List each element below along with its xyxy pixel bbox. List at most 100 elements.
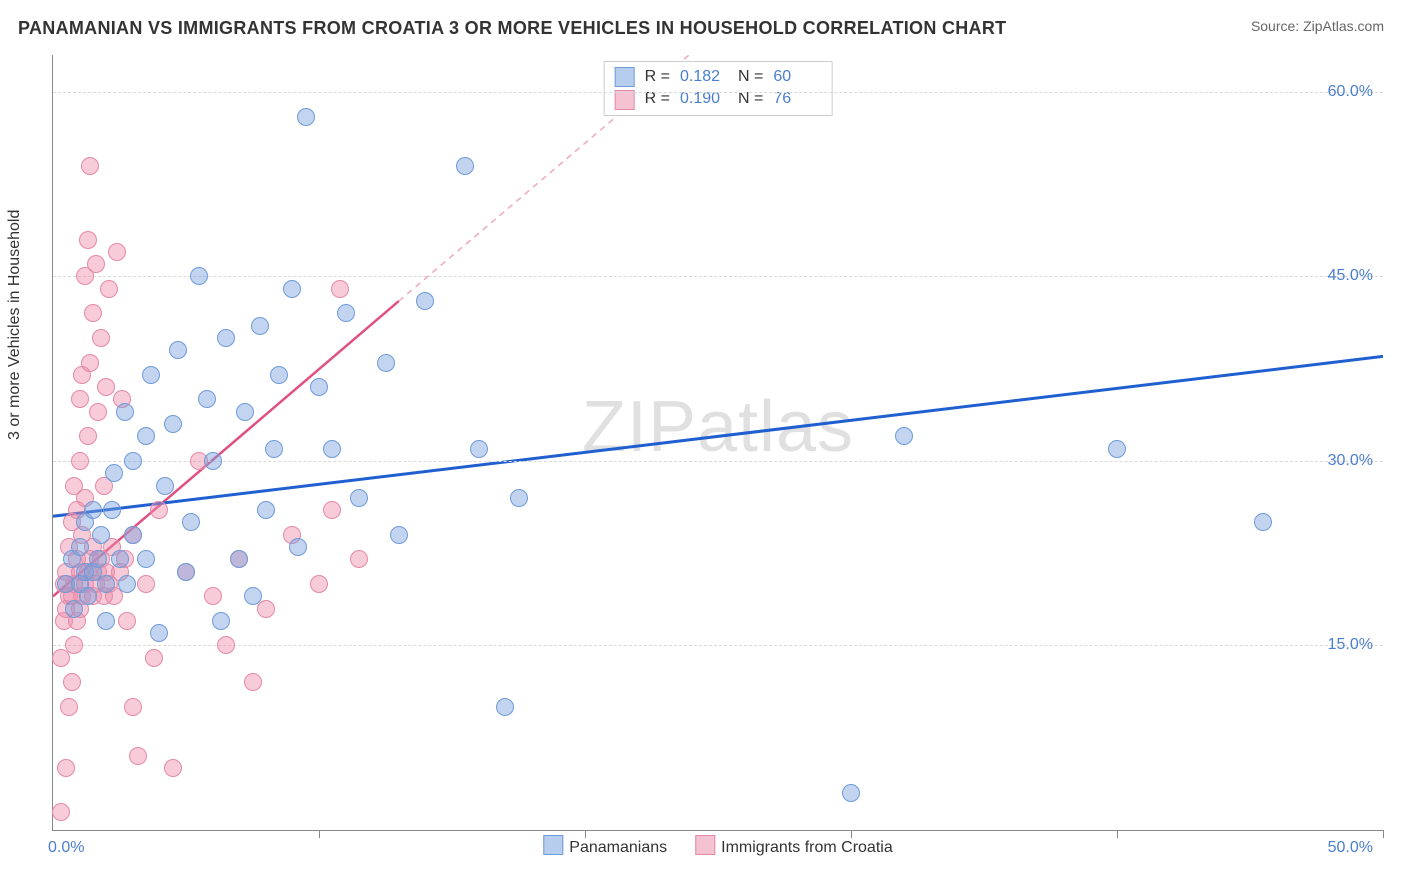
data-point	[337, 304, 355, 322]
data-point	[289, 538, 307, 556]
data-point	[79, 427, 97, 445]
data-point	[137, 427, 155, 445]
data-point	[150, 501, 168, 519]
data-point	[244, 587, 262, 605]
data-point	[92, 526, 110, 544]
source-label: Source: ZipAtlas.com	[1251, 18, 1384, 34]
y-tick-label: 45.0%	[1328, 267, 1373, 285]
data-point	[97, 612, 115, 630]
data-point	[496, 698, 514, 716]
gridline	[53, 92, 1383, 93]
data-point	[65, 636, 83, 654]
regression-lines	[53, 55, 1383, 830]
y-tick-label: 30.0%	[1328, 452, 1373, 470]
r-label: R =	[645, 66, 670, 88]
data-point	[217, 636, 235, 654]
data-point	[456, 157, 474, 175]
data-point	[204, 587, 222, 605]
data-point	[164, 759, 182, 777]
legend-item-panamanians: Panamanians	[543, 835, 667, 857]
data-point	[118, 612, 136, 630]
data-point	[204, 452, 222, 470]
y-tick-label: 60.0%	[1328, 83, 1373, 101]
data-point	[1254, 513, 1272, 531]
data-point	[89, 550, 107, 568]
data-point	[71, 452, 89, 470]
data-point	[100, 280, 118, 298]
x-tick-label-max: 50.0%	[1328, 839, 1373, 857]
swatch-panamanians-icon	[543, 835, 563, 855]
data-point	[81, 354, 99, 372]
legend-item-croatia: Immigrants from Croatia	[695, 835, 893, 857]
data-point	[323, 501, 341, 519]
data-point	[331, 280, 349, 298]
data-point	[297, 108, 315, 126]
data-point	[89, 403, 107, 421]
data-point	[323, 440, 341, 458]
data-point	[84, 501, 102, 519]
x-tick	[319, 830, 320, 838]
data-point	[230, 550, 248, 568]
x-tick	[1117, 830, 1118, 838]
data-point	[150, 624, 168, 642]
data-point	[182, 513, 200, 531]
data-point	[105, 464, 123, 482]
data-point	[257, 501, 275, 519]
data-point	[142, 366, 160, 384]
swatch-panamanians-icon	[615, 67, 635, 87]
gridline	[53, 461, 1383, 462]
data-point	[470, 440, 488, 458]
legend-label-croatia: Immigrants from Croatia	[721, 839, 893, 856]
watermark: ZIPatlas	[582, 386, 854, 468]
n-label: N =	[738, 66, 763, 88]
data-point	[217, 329, 235, 347]
data-point	[137, 575, 155, 593]
data-point	[190, 267, 208, 285]
x-tick	[1383, 830, 1384, 838]
data-point	[842, 784, 860, 802]
plot-area: ZIPatlas R = 0.182 N = 60 R = 0.190 N = …	[52, 55, 1383, 831]
swatch-croatia-icon	[695, 835, 715, 855]
legend-label-panamanians: Panamanians	[569, 839, 667, 856]
data-point	[63, 673, 81, 691]
r-value-panamanians: 0.182	[680, 66, 728, 88]
data-point	[177, 563, 195, 581]
data-point	[129, 747, 147, 765]
data-point	[124, 526, 142, 544]
stats-legend-box: R = 0.182 N = 60 R = 0.190 N = 76	[604, 61, 833, 116]
data-point	[416, 292, 434, 310]
x-tick-label-min: 0.0%	[48, 839, 84, 857]
data-point	[377, 354, 395, 372]
gridline	[53, 276, 1383, 277]
y-axis-label: 3 or more Vehicles in Household	[6, 210, 24, 440]
data-point	[156, 477, 174, 495]
data-point	[270, 366, 288, 384]
n-value-panamanians: 60	[773, 66, 821, 88]
data-point	[116, 403, 134, 421]
data-point	[244, 673, 262, 691]
data-point	[118, 575, 136, 593]
stats-row-panamanians: R = 0.182 N = 60	[615, 66, 822, 88]
data-point	[97, 575, 115, 593]
y-tick-label: 15.0%	[1328, 636, 1373, 654]
data-point	[212, 612, 230, 630]
data-point	[79, 231, 97, 249]
legend-bottom: Panamanians Immigrants from Croatia	[543, 835, 892, 857]
data-point	[169, 341, 187, 359]
data-point	[111, 550, 129, 568]
data-point	[124, 452, 142, 470]
data-point	[71, 390, 89, 408]
data-point	[81, 157, 99, 175]
data-point	[310, 575, 328, 593]
data-point	[350, 489, 368, 507]
data-point	[108, 243, 126, 261]
data-point	[60, 698, 78, 716]
data-point	[198, 390, 216, 408]
data-point	[895, 427, 913, 445]
data-point	[92, 329, 110, 347]
data-point	[251, 317, 269, 335]
data-point	[310, 378, 328, 396]
data-point	[257, 600, 275, 618]
x-tick	[585, 830, 586, 838]
data-point	[57, 759, 75, 777]
